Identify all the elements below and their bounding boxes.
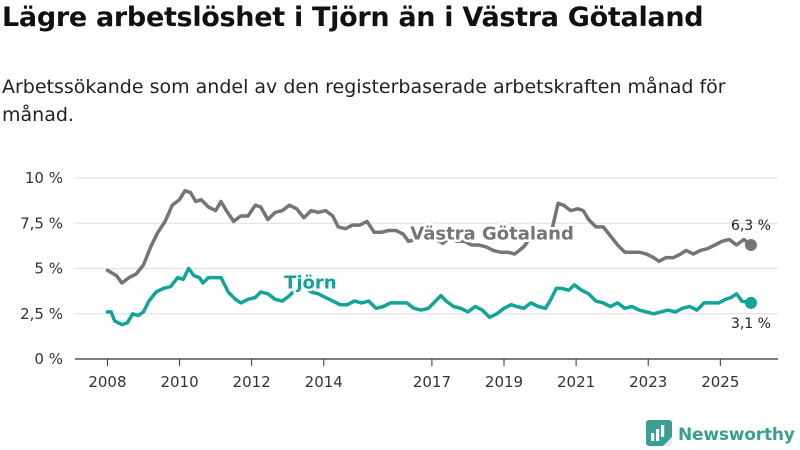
brand-name: Newsworthy	[678, 425, 795, 445]
grid-layer	[75, 177, 778, 360]
series-layer	[105, 188, 757, 327]
y-axis: 0 % 2,5 % 5 % 7,5 % 10 %	[20, 169, 63, 368]
end-value-label: 3,1 %	[731, 316, 771, 332]
x-tick-label: 2021	[557, 373, 595, 391]
series-label: Västra Götaland	[410, 224, 574, 245]
series-line-1	[105, 266, 753, 327]
x-tick-label: 2025	[701, 373, 739, 391]
x-tick-label: 2014	[305, 373, 343, 391]
series-label: Tjörn	[284, 272, 337, 293]
x-axis: 2008 2010 2012 2014 2017 2019 2021 2023 2025	[88, 359, 739, 391]
series-end-dot-1	[744, 296, 757, 309]
chart-subtitle: Arbetssökande som andel av den registerb…	[2, 76, 726, 126]
y-tick-label: 0 %	[34, 350, 63, 368]
label-layer: 6,3 % Västra Götaland 3,1 % Tjörn	[282, 218, 771, 332]
y-tick-label: 10 %	[25, 169, 63, 187]
brand[interactable]: Newsworthy	[646, 420, 795, 450]
end-value-label: 6,3 %	[731, 218, 771, 234]
x-tick-label: 2017	[413, 373, 451, 391]
y-tick-label: 7,5 %	[20, 214, 63, 232]
x-tick-label: 2008	[88, 373, 126, 391]
chart-title: Lägre arbetslöshet i Tjörn än i Västra G…	[2, 2, 704, 33]
series-end-dot-0	[744, 238, 757, 251]
x-tick-label: 2010	[160, 373, 198, 391]
series-line-0	[105, 188, 753, 285]
x-tick-label: 2012	[233, 373, 271, 391]
bar-chart-logo-icon	[646, 420, 672, 450]
x-tick-label: 2023	[629, 373, 667, 391]
y-tick-label: 5 %	[34, 260, 63, 278]
x-tick-label: 2019	[485, 373, 523, 391]
y-tick-label: 2,5 %	[20, 305, 63, 323]
